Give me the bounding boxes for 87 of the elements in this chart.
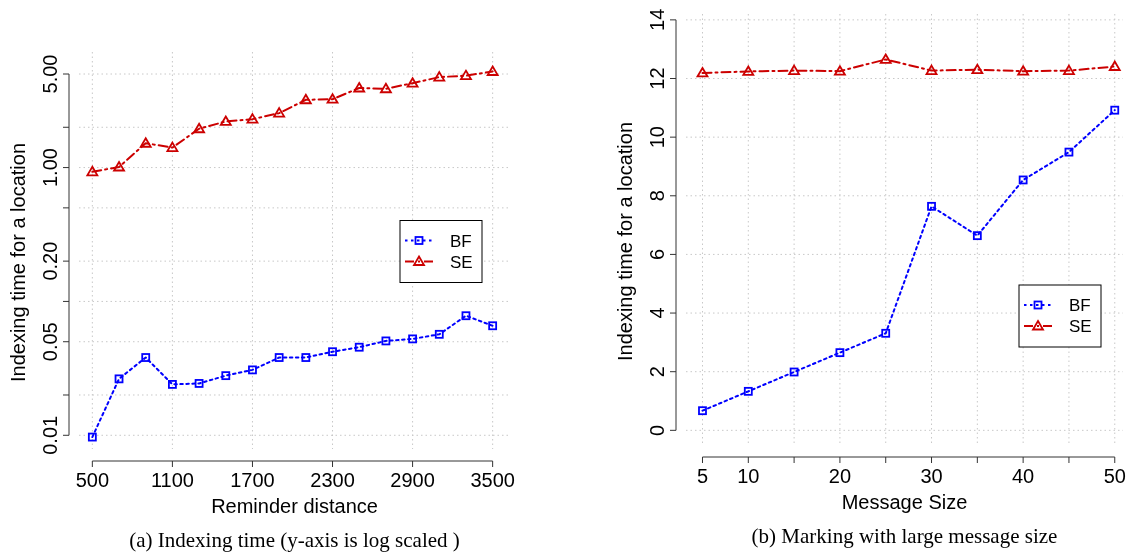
y-tick-label: 0.05 [39, 322, 61, 362]
y-tick-label: 0.01 [39, 415, 61, 455]
point [87, 432, 97, 442]
point [328, 347, 337, 357]
point [353, 82, 366, 93]
y-tick-label: 0 [646, 424, 668, 436]
point [114, 374, 124, 384]
point [835, 348, 845, 358]
point [219, 115, 232, 126]
legend-label: BF [450, 231, 472, 251]
legend-label: SE [1069, 317, 1092, 336]
point [113, 161, 125, 172]
point [1110, 105, 1120, 115]
y-tick-label: 4 [646, 307, 668, 319]
point [1018, 175, 1028, 185]
x-tick-label: 2900 [390, 469, 435, 491]
point [326, 93, 339, 104]
point [971, 63, 984, 75]
point [788, 64, 800, 75]
point [742, 65, 755, 76]
text: (b) Marking with large message size [751, 524, 1058, 548]
x-tick-label: 3500 [470, 469, 515, 491]
point [488, 321, 498, 331]
point [698, 406, 707, 416]
point [139, 137, 152, 148]
y-tick-label: 6 [646, 248, 668, 260]
x-axis-title: Reminder distance [211, 495, 378, 517]
point [408, 334, 417, 344]
point [460, 69, 472, 81]
point [299, 93, 312, 105]
point [461, 311, 471, 321]
point [433, 71, 446, 82]
x-axis-title: Message Size [841, 491, 968, 513]
point [86, 165, 99, 177]
point [301, 353, 311, 362]
point [168, 380, 177, 389]
point [486, 65, 499, 76]
point [248, 365, 257, 375]
y-tick-label: 12 [646, 67, 668, 90]
y-tick-label: 10 [646, 126, 668, 149]
point [789, 367, 799, 377]
x-tick-label: 40 [1012, 465, 1035, 487]
y-tick-label: 8 [646, 190, 668, 202]
y-axis-title: Indexing time for a location [614, 121, 636, 362]
point [141, 353, 151, 362]
y-axis-title: Indexing time for a location [7, 142, 29, 383]
y-tick-label: 14 [646, 8, 668, 31]
point [380, 82, 392, 94]
text: 0.20 [39, 241, 61, 281]
point [434, 329, 444, 339]
point [193, 122, 205, 134]
point [696, 67, 709, 78]
point [1064, 147, 1074, 157]
x-tick-label: 50 [1103, 465, 1126, 487]
legend-label: BF [1069, 296, 1091, 315]
point [354, 342, 364, 352]
point [274, 353, 284, 362]
point [246, 113, 259, 124]
point [834, 65, 846, 76]
point [879, 53, 892, 64]
point [194, 379, 204, 388]
point [743, 386, 753, 396]
y-tick-label: 5.00 [39, 54, 61, 94]
x-tick-label: 1100 [150, 469, 194, 491]
point [1063, 64, 1075, 75]
point [381, 336, 391, 346]
legend-label: SE [450, 252, 473, 272]
x-tick-label: 1700 [230, 469, 275, 491]
point [972, 231, 982, 241]
x-tick-label: 10 [737, 465, 760, 487]
x-tick-label: 30 [920, 465, 943, 487]
point [1017, 65, 1030, 76]
point [881, 328, 891, 338]
x-tick-label: 500 [75, 469, 110, 491]
x-tick-label: 2300 [310, 469, 355, 491]
point [273, 107, 286, 118]
point [221, 371, 231, 381]
y-tick-label: 1.00 [39, 148, 61, 188]
x-tick-label: 20 [828, 465, 852, 487]
point [406, 77, 419, 88]
x-tick-label: 5 [696, 465, 709, 487]
point [927, 201, 936, 211]
point [925, 64, 938, 75]
point [166, 141, 179, 152]
point [1108, 60, 1121, 71]
y-tick-label: 2 [646, 366, 668, 378]
text: (a) Indexing time (y-axis is log scaled ) [129, 528, 460, 552]
